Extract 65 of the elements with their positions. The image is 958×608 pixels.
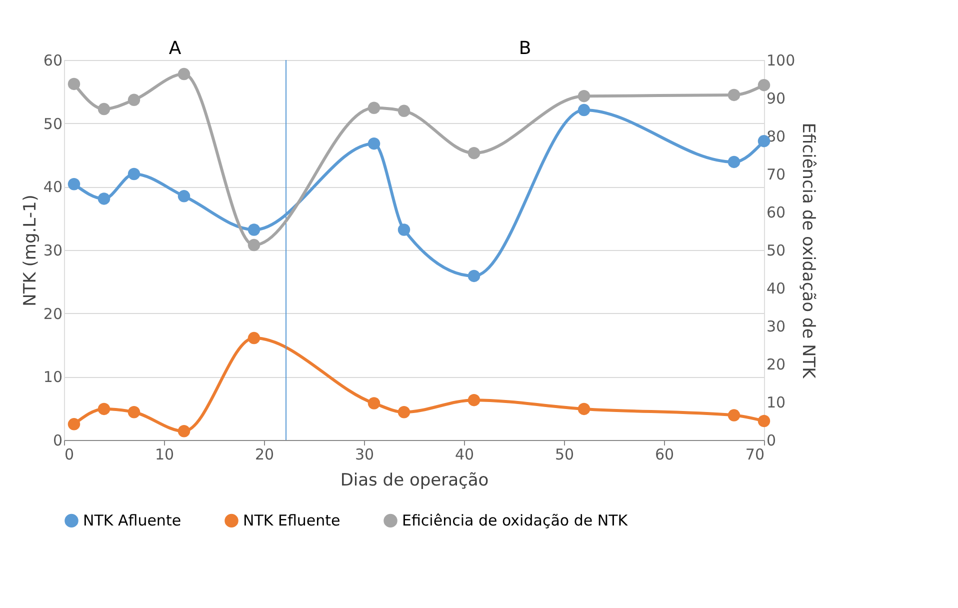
legend-label: NTK Afluente	[83, 512, 182, 530]
point	[578, 90, 590, 102]
point	[468, 146, 480, 160]
y-axis-title: NTK (mg.L-1)	[20, 194, 40, 306]
legend-label: Eficiência de oxidação de NTK	[402, 512, 629, 530]
point	[128, 168, 140, 180]
point	[248, 224, 260, 236]
legend-label: NTK Efluente	[243, 512, 340, 530]
y2-axis-title: Eficiência de oxidação de NTK	[798, 122, 818, 380]
point	[368, 102, 380, 114]
point	[248, 238, 260, 252]
point	[68, 418, 80, 430]
point	[248, 332, 260, 344]
x-tick-label: 60	[654, 446, 674, 464]
point	[128, 94, 140, 106]
point	[578, 104, 590, 116]
point	[68, 178, 80, 190]
x-tick-label: 10	[154, 446, 174, 464]
point	[728, 409, 740, 422]
point	[468, 270, 480, 282]
y-tick-label: 0	[52, 432, 62, 450]
y2-tick-label: 90	[766, 90, 786, 108]
point	[758, 78, 770, 92]
point	[178, 68, 190, 80]
point	[758, 414, 770, 428]
y2-tick-label: 30	[766, 318, 786, 336]
y2-tick-label: 20	[766, 356, 786, 374]
y2-tick-label: 70	[766, 166, 786, 184]
y2-tick-label: 40	[766, 280, 786, 298]
point	[728, 156, 740, 168]
y-tick-label: 50	[43, 114, 62, 133]
point	[398, 104, 410, 118]
x-axis-title: Dias de operação	[340, 470, 489, 490]
y2-tick-label: 0	[766, 432, 776, 450]
x-tick-label: 70	[745, 446, 764, 464]
point	[98, 102, 110, 116]
point	[578, 402, 590, 416]
y-tick-label: 10	[43, 368, 62, 386]
point	[728, 88, 740, 102]
y2-tick-label: 50	[766, 242, 786, 260]
x-tick-label: 20	[254, 446, 274, 464]
text: B	[518, 38, 532, 59]
point	[398, 224, 410, 236]
point	[98, 192, 110, 205]
point	[68, 78, 80, 90]
y2-tick-label: 60	[766, 204, 786, 222]
y-tick-label: 60	[43, 52, 62, 70]
point	[468, 394, 480, 406]
y-tick-label: 40	[43, 178, 62, 196]
y2-tick-label: 10	[766, 394, 786, 412]
x-tick-label: 0	[64, 446, 74, 464]
text: A	[168, 38, 182, 59]
y2-tick-label: 100	[766, 52, 796, 70]
point	[128, 406, 140, 418]
point	[178, 190, 190, 202]
x-tick-label: 50	[554, 446, 574, 464]
point	[398, 406, 410, 418]
point	[368, 137, 380, 150]
y-tick-label: 20	[43, 304, 62, 323]
point	[368, 397, 380, 410]
point	[178, 425, 190, 438]
x-tick-label: 30	[354, 446, 374, 464]
x-tick-label: 40	[454, 446, 474, 464]
point	[98, 402, 110, 416]
y-tick-label: 30	[43, 242, 62, 260]
